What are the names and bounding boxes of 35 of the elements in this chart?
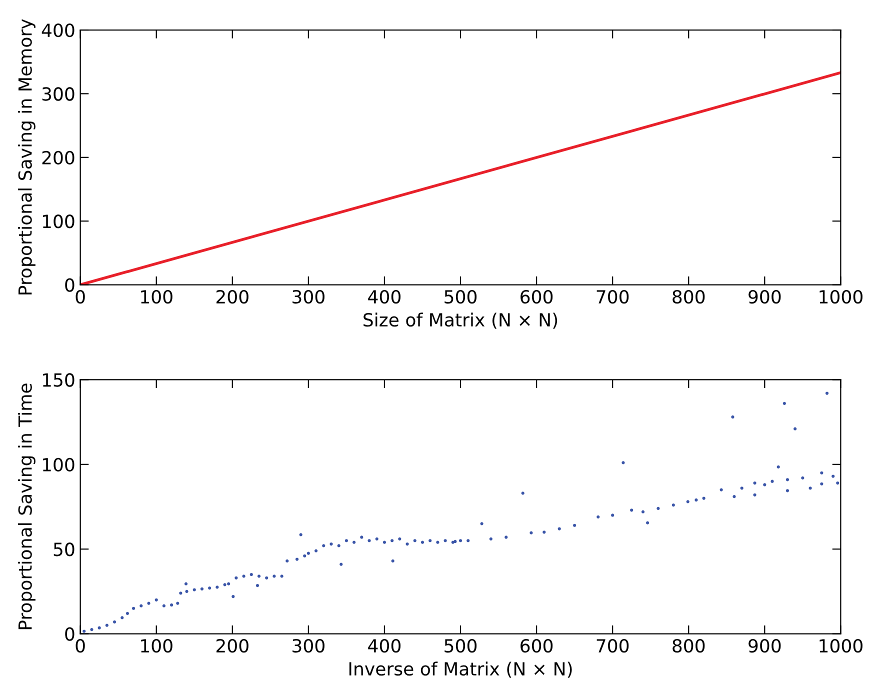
x-tick-label: 700	[596, 638, 629, 653]
x-axis-title: Size of Matrix (N × N)	[364, 312, 558, 329]
x-tick-label: 300	[292, 638, 324, 653]
y-tick-label: 150	[42, 373, 74, 387]
x-tick-label: 100	[141, 290, 172, 304]
x-tick-label: 400	[368, 638, 400, 653]
x-tick-label: 1000	[820, 638, 862, 653]
x-axis-title: Inverse of Matrix (N × N)	[349, 662, 572, 678]
x-tick-label: 500	[444, 290, 477, 304]
y-tick-label: 100	[42, 458, 74, 472]
x-tick-label: 600	[520, 638, 553, 653]
x-tick-label: 700	[596, 290, 629, 304]
x-tick-label: 100	[141, 638, 172, 653]
y-tick-label: 400	[42, 23, 74, 38]
y-axis-title: Proportional Saving in Time	[18, 384, 36, 630]
x-tick-label: 0	[76, 638, 85, 653]
y-tick-label: 300	[42, 87, 74, 101]
x-tick-label: 200	[216, 290, 248, 304]
y-tick-label: 200	[42, 150, 74, 165]
y-tick-label: 0	[65, 278, 74, 292]
x-tick-label: 600	[520, 290, 553, 304]
y-tick-label: 0	[65, 627, 74, 641]
y-tick-label: 100	[42, 214, 74, 228]
x-tick-label: 500	[444, 638, 477, 653]
x-tick-label: 300	[292, 290, 324, 304]
x-tick-label: 200	[216, 638, 248, 653]
x-tick-label: 800	[672, 638, 705, 653]
y-axis-title: Proportional Saving in Memory	[18, 19, 36, 294]
x-tick-label: 900	[748, 638, 781, 653]
x-tick-label: 1000	[820, 290, 862, 304]
x-tick-label: 0	[76, 290, 85, 304]
y-tick-label: 50	[54, 542, 74, 556]
x-tick-label: 400	[368, 290, 400, 304]
x-tick-label: 800	[672, 290, 705, 304]
x-tick-label: 900	[748, 290, 781, 304]
